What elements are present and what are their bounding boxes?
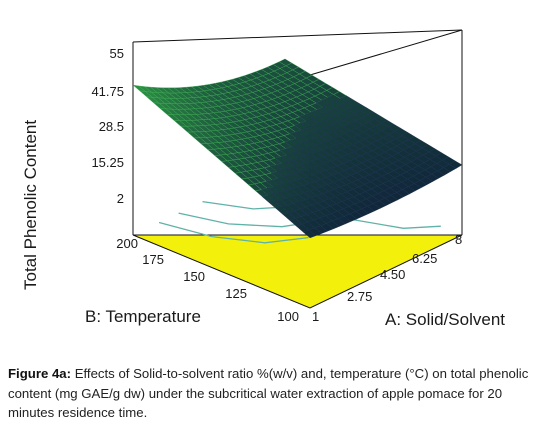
contour-line <box>158 221 309 244</box>
response-surface-plot: 55 41.75 28.5 15.25 2 200 175 150 125 10… <box>21 29 505 329</box>
z-tick-label: 28.5 <box>99 119 124 134</box>
y-axis-ticks: 200 175 150 125 100 <box>116 236 299 324</box>
top-diagonal <box>309 29 463 76</box>
x-tick-label: 8 <box>455 232 462 247</box>
z-axis-title: Total Phenolic Content <box>21 120 40 290</box>
z-tick-label: 2 <box>117 191 124 206</box>
y-tick-label: 100 <box>277 309 299 324</box>
z-tick-label: 41.75 <box>91 84 124 99</box>
z-tick-label: 15.25 <box>91 155 124 170</box>
caption-label: Figure 4a: <box>8 366 72 381</box>
x-tick-label: 2.75 <box>347 289 372 304</box>
x-tick-label: 6.25 <box>412 251 437 266</box>
y-tick-label: 125 <box>225 286 247 301</box>
surface-facet <box>448 160 463 169</box>
x-tick-label: 4.50 <box>380 267 405 282</box>
x-axis-ticks: 1 2.75 4.50 6.25 8 <box>312 232 462 324</box>
y-axis-title: B: Temperature <box>85 307 201 326</box>
y-tick-label: 150 <box>183 269 205 284</box>
x-tick-label: 1 <box>312 309 319 324</box>
caption-text: Effects of Solid-to-solvent ratio %(w/v)… <box>8 366 529 420</box>
y-tick-label: 175 <box>142 252 164 267</box>
back-edge-top <box>132 29 463 43</box>
z-tick-label: 55 <box>110 46 124 61</box>
figure-caption: Figure 4a: Effects of Solid-to-solvent r… <box>8 364 536 423</box>
z-axis-ticks: 55 41.75 28.5 15.25 2 <box>91 46 124 206</box>
y-tick-label: 200 <box>116 236 138 251</box>
x-axis-title: A: Solid/Solvent <box>385 310 505 329</box>
contour-floor <box>132 234 463 309</box>
response-surface <box>132 58 463 239</box>
